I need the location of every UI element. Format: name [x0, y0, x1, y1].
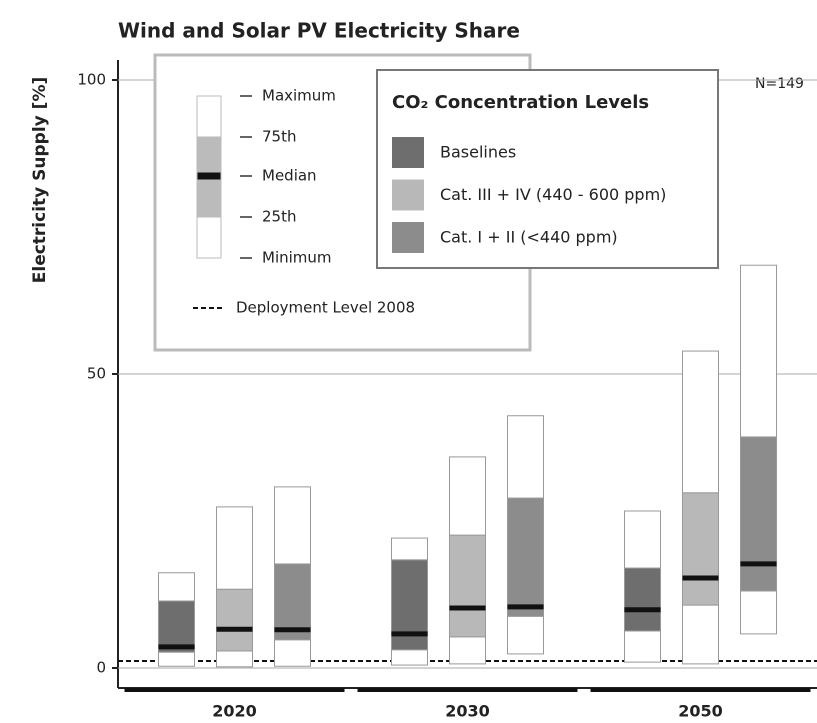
group-bar — [590, 688, 811, 692]
box — [507, 497, 544, 617]
upper-whisker — [391, 537, 428, 561]
legends: CO₂ Concentration Levels Maximum 75th Medi… — [153, 53, 719, 352]
lower-whisker — [682, 604, 719, 665]
legend-label: 75th — [262, 128, 296, 146]
x-tick-label: 2030 — [445, 702, 490, 721]
legend-swatch — [392, 137, 424, 168]
legend-swatch — [392, 179, 424, 211]
legend-box-part — [196, 179, 222, 218]
lower-whisker — [740, 590, 777, 635]
group-bar — [124, 688, 345, 692]
y-tick-label: 100 — [77, 70, 106, 88]
box — [449, 534, 486, 638]
lower-whisker — [216, 650, 253, 668]
y-tick-label: 50 — [87, 365, 106, 383]
upper-whisker — [507, 415, 544, 499]
upper-whisker — [740, 264, 777, 438]
box — [740, 436, 777, 592]
legend-label: Minimum — [262, 249, 332, 267]
legend-box-part — [196, 95, 222, 138]
box — [624, 567, 661, 632]
x-tick-label: 2050 — [678, 702, 723, 721]
y-tick-label: 0 — [96, 659, 106, 677]
legend-box-part — [196, 216, 222, 259]
upper-whisker — [682, 350, 719, 494]
legend-title: CO₂ Concentration Levels — [392, 92, 649, 113]
box — [682, 492, 719, 606]
upper-whisker — [624, 510, 661, 569]
group-bar — [357, 688, 578, 692]
legend-label: 25th — [262, 208, 296, 226]
lower-whisker — [624, 630, 661, 663]
lower-whisker — [274, 639, 311, 667]
x-tick-label: 2020 — [212, 702, 257, 721]
lower-whisker — [449, 636, 486, 665]
lower-whisker — [391, 649, 428, 666]
box — [158, 600, 195, 653]
legend-label: Deployment Level 2008 — [236, 299, 415, 317]
legend-label: Cat. III + IV (440 - 600 ppm) — [440, 185, 666, 204]
chart-title: Wind and Solar PV Electricity Share — [118, 19, 520, 43]
plot-area: 0 50 100 2020 2030 2050 — [77, 60, 817, 721]
upper-whisker — [274, 486, 311, 565]
upper-whisker — [216, 506, 253, 590]
legend-label: Cat. I + II (<440 ppm) — [440, 228, 618, 247]
legend-label: Median — [262, 167, 317, 185]
lower-whisker — [507, 615, 544, 655]
series-legend-panel — [376, 69, 719, 269]
upper-whisker — [449, 456, 486, 536]
box — [274, 563, 311, 641]
legend-label: Baselines — [440, 143, 516, 162]
annotation: N=149 — [755, 76, 804, 92]
box — [216, 588, 253, 652]
legend-label: Maximum — [262, 87, 336, 105]
legend-swatch — [392, 222, 424, 253]
legend-box-part — [196, 171, 222, 181]
lower-whisker — [158, 651, 195, 667]
y-axis-label: Electricity Supply [%] — [30, 77, 50, 284]
upper-whisker — [158, 572, 195, 602]
legend-box-part — [196, 136, 222, 173]
